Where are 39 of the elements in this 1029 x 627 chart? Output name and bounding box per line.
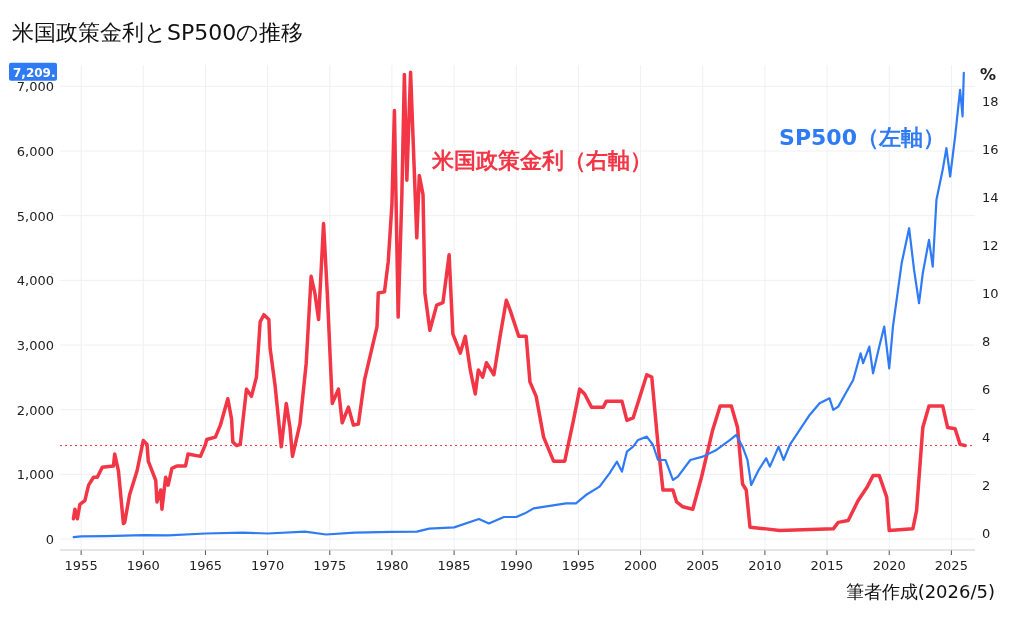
y-tick-label: 7,000 (16, 79, 54, 95)
y2-tick-label: 16 (982, 142, 999, 158)
x-tick-label: 1955 (64, 558, 98, 573)
y2-tick-label: 14 (982, 190, 999, 206)
x-tick-label: 2000 (624, 558, 658, 573)
y2-axis-title: % (980, 65, 997, 84)
y2-tick-label: 18 (982, 94, 999, 110)
y2-tick-label: 10 (982, 286, 999, 302)
y-tick-label: 6,000 (16, 144, 54, 160)
x-tick-label: 1980 (375, 558, 409, 573)
x-tick-label: 2020 (872, 558, 906, 573)
y-tick-label: 4,000 (16, 273, 54, 289)
y2-tick-label: 8 (982, 334, 991, 350)
y-tick-label: 0 (45, 532, 54, 548)
x-tick-label: 1995 (561, 558, 595, 573)
x-tick-label: 2010 (748, 558, 782, 573)
y2-tick-label: 2 (982, 478, 991, 494)
x-tick-label: 1965 (188, 558, 222, 573)
y-tick-label: 1,000 (16, 467, 54, 483)
series-label: SP500（左軸） (779, 125, 945, 150)
x-tick-label: 2005 (686, 558, 720, 573)
chart-title: 米国政策金利とSP500の推移 (12, 20, 304, 45)
x-tick-label: 1990 (499, 558, 533, 573)
x-tick-label: 1985 (437, 558, 471, 573)
y-tick-label: 2,000 (16, 402, 54, 418)
x-tick-label: 2015 (810, 558, 844, 573)
y-tick-label: 3,000 (16, 338, 54, 354)
x-tick-label: 1970 (251, 558, 285, 573)
y2-tick-label: 12 (982, 238, 999, 254)
y-tick-label: 5,000 (16, 208, 54, 224)
text: 筆者作成(2026/5) (845, 581, 995, 602)
series-label: 米国政策金利（右軸） (431, 148, 652, 173)
y2-tick-label: 4 (982, 430, 991, 446)
y2-tick-label: 0 (982, 526, 991, 542)
x-tick-label: 1960 (126, 558, 160, 573)
x-tick-label: 2025 (934, 558, 968, 573)
x-tick-label: 1975 (313, 558, 347, 573)
y2-tick-label: 6 (982, 382, 991, 398)
text: 7,209. (13, 65, 56, 80)
